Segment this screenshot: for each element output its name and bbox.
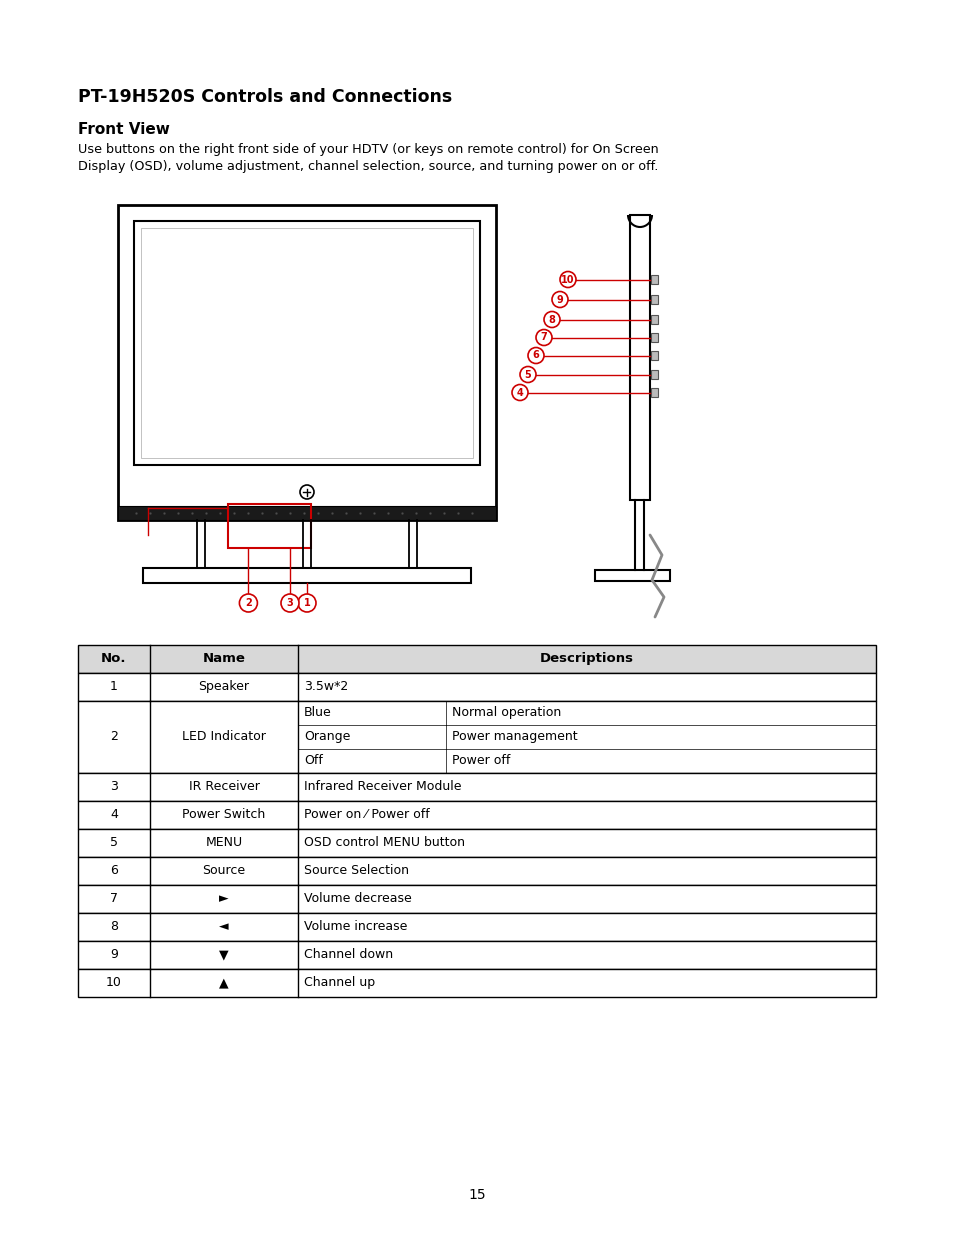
- Text: 10: 10: [560, 274, 574, 284]
- Bar: [78, 941, 875, 969]
- Text: Power on ⁄ Power off: Power on ⁄ Power off: [304, 809, 429, 821]
- Bar: [78, 857, 875, 885]
- Bar: [118, 205, 496, 520]
- Bar: [78, 773, 875, 802]
- Text: Orange: Orange: [304, 730, 350, 743]
- Text: Volume increase: Volume increase: [304, 920, 407, 934]
- Text: 3: 3: [110, 781, 118, 794]
- Bar: [650, 275, 658, 284]
- Text: Power management: Power management: [452, 730, 577, 743]
- Text: 8: 8: [110, 920, 118, 934]
- Circle shape: [281, 594, 298, 613]
- Text: Source: Source: [202, 864, 245, 878]
- Bar: [650, 370, 658, 379]
- Text: 2: 2: [245, 598, 252, 608]
- Text: 10: 10: [106, 977, 122, 989]
- Bar: [629, 215, 649, 500]
- Text: ►: ►: [219, 893, 229, 905]
- Text: IR Receiver: IR Receiver: [189, 781, 259, 794]
- Circle shape: [512, 384, 527, 400]
- Text: 5: 5: [110, 836, 118, 850]
- Circle shape: [543, 311, 559, 327]
- Text: Descriptions: Descriptions: [539, 652, 634, 666]
- Text: Off: Off: [304, 755, 322, 767]
- Bar: [78, 969, 875, 997]
- Text: ◄: ◄: [219, 920, 229, 934]
- Circle shape: [239, 594, 257, 613]
- Text: 1: 1: [110, 680, 118, 694]
- Text: No.: No.: [101, 652, 127, 666]
- Text: 5: 5: [524, 369, 531, 379]
- Bar: [78, 645, 875, 673]
- Text: Blue: Blue: [304, 706, 332, 720]
- Bar: [650, 295, 658, 304]
- Text: Power off: Power off: [452, 755, 510, 767]
- Text: OSD control MENU button: OSD control MENU button: [304, 836, 464, 850]
- Text: 3.5w*2: 3.5w*2: [304, 680, 348, 694]
- Text: 9: 9: [110, 948, 118, 962]
- Text: Infrared Receiver Module: Infrared Receiver Module: [304, 781, 461, 794]
- Circle shape: [519, 367, 536, 383]
- Text: Speaker: Speaker: [198, 680, 250, 694]
- Bar: [133, 221, 479, 466]
- Bar: [595, 571, 669, 580]
- Bar: [78, 829, 875, 857]
- Text: 6: 6: [532, 351, 538, 361]
- Bar: [650, 333, 658, 342]
- Text: Channel up: Channel up: [304, 977, 375, 989]
- Circle shape: [536, 330, 552, 346]
- Bar: [650, 351, 658, 359]
- Bar: [141, 228, 473, 458]
- Text: Source Selection: Source Selection: [304, 864, 409, 878]
- Bar: [78, 802, 875, 829]
- Text: Name: Name: [202, 652, 245, 666]
- Bar: [143, 568, 471, 583]
- Text: MENU: MENU: [205, 836, 242, 850]
- Text: 7: 7: [540, 332, 547, 342]
- Text: 15: 15: [468, 1188, 485, 1202]
- Text: Power Switch: Power Switch: [182, 809, 265, 821]
- Text: Normal operation: Normal operation: [452, 706, 560, 720]
- Circle shape: [527, 347, 543, 363]
- Bar: [650, 388, 658, 396]
- Text: ▼: ▼: [219, 948, 229, 962]
- Text: Use buttons on the right front side of your HDTV (or keys on remote control) for: Use buttons on the right front side of y…: [78, 143, 659, 156]
- Text: ▲: ▲: [219, 977, 229, 989]
- Text: PT-19H520S Controls and Connections: PT-19H520S Controls and Connections: [78, 88, 452, 106]
- Text: 4: 4: [110, 809, 118, 821]
- Bar: [78, 701, 875, 773]
- Bar: [650, 315, 658, 324]
- Bar: [78, 673, 875, 701]
- Text: 6: 6: [110, 864, 118, 878]
- Text: Front View: Front View: [78, 122, 170, 137]
- Circle shape: [299, 485, 314, 499]
- Text: LED Indicator: LED Indicator: [182, 730, 266, 743]
- Bar: [78, 913, 875, 941]
- Text: 7: 7: [110, 893, 118, 905]
- Bar: [228, 504, 311, 548]
- Text: 8: 8: [548, 315, 555, 325]
- Text: 3: 3: [286, 598, 294, 608]
- Bar: [118, 506, 496, 520]
- Circle shape: [552, 291, 567, 308]
- Circle shape: [297, 594, 315, 613]
- Text: 2: 2: [110, 730, 118, 743]
- Bar: [78, 885, 875, 913]
- Text: Channel down: Channel down: [304, 948, 393, 962]
- Circle shape: [559, 272, 576, 288]
- Text: Display (OSD), volume adjustment, channel selection, source, and turning power o: Display (OSD), volume adjustment, channe…: [78, 161, 658, 173]
- Text: 4: 4: [517, 388, 523, 398]
- Text: Volume decrease: Volume decrease: [304, 893, 412, 905]
- Text: 1: 1: [303, 598, 310, 608]
- Text: 9: 9: [556, 294, 563, 305]
